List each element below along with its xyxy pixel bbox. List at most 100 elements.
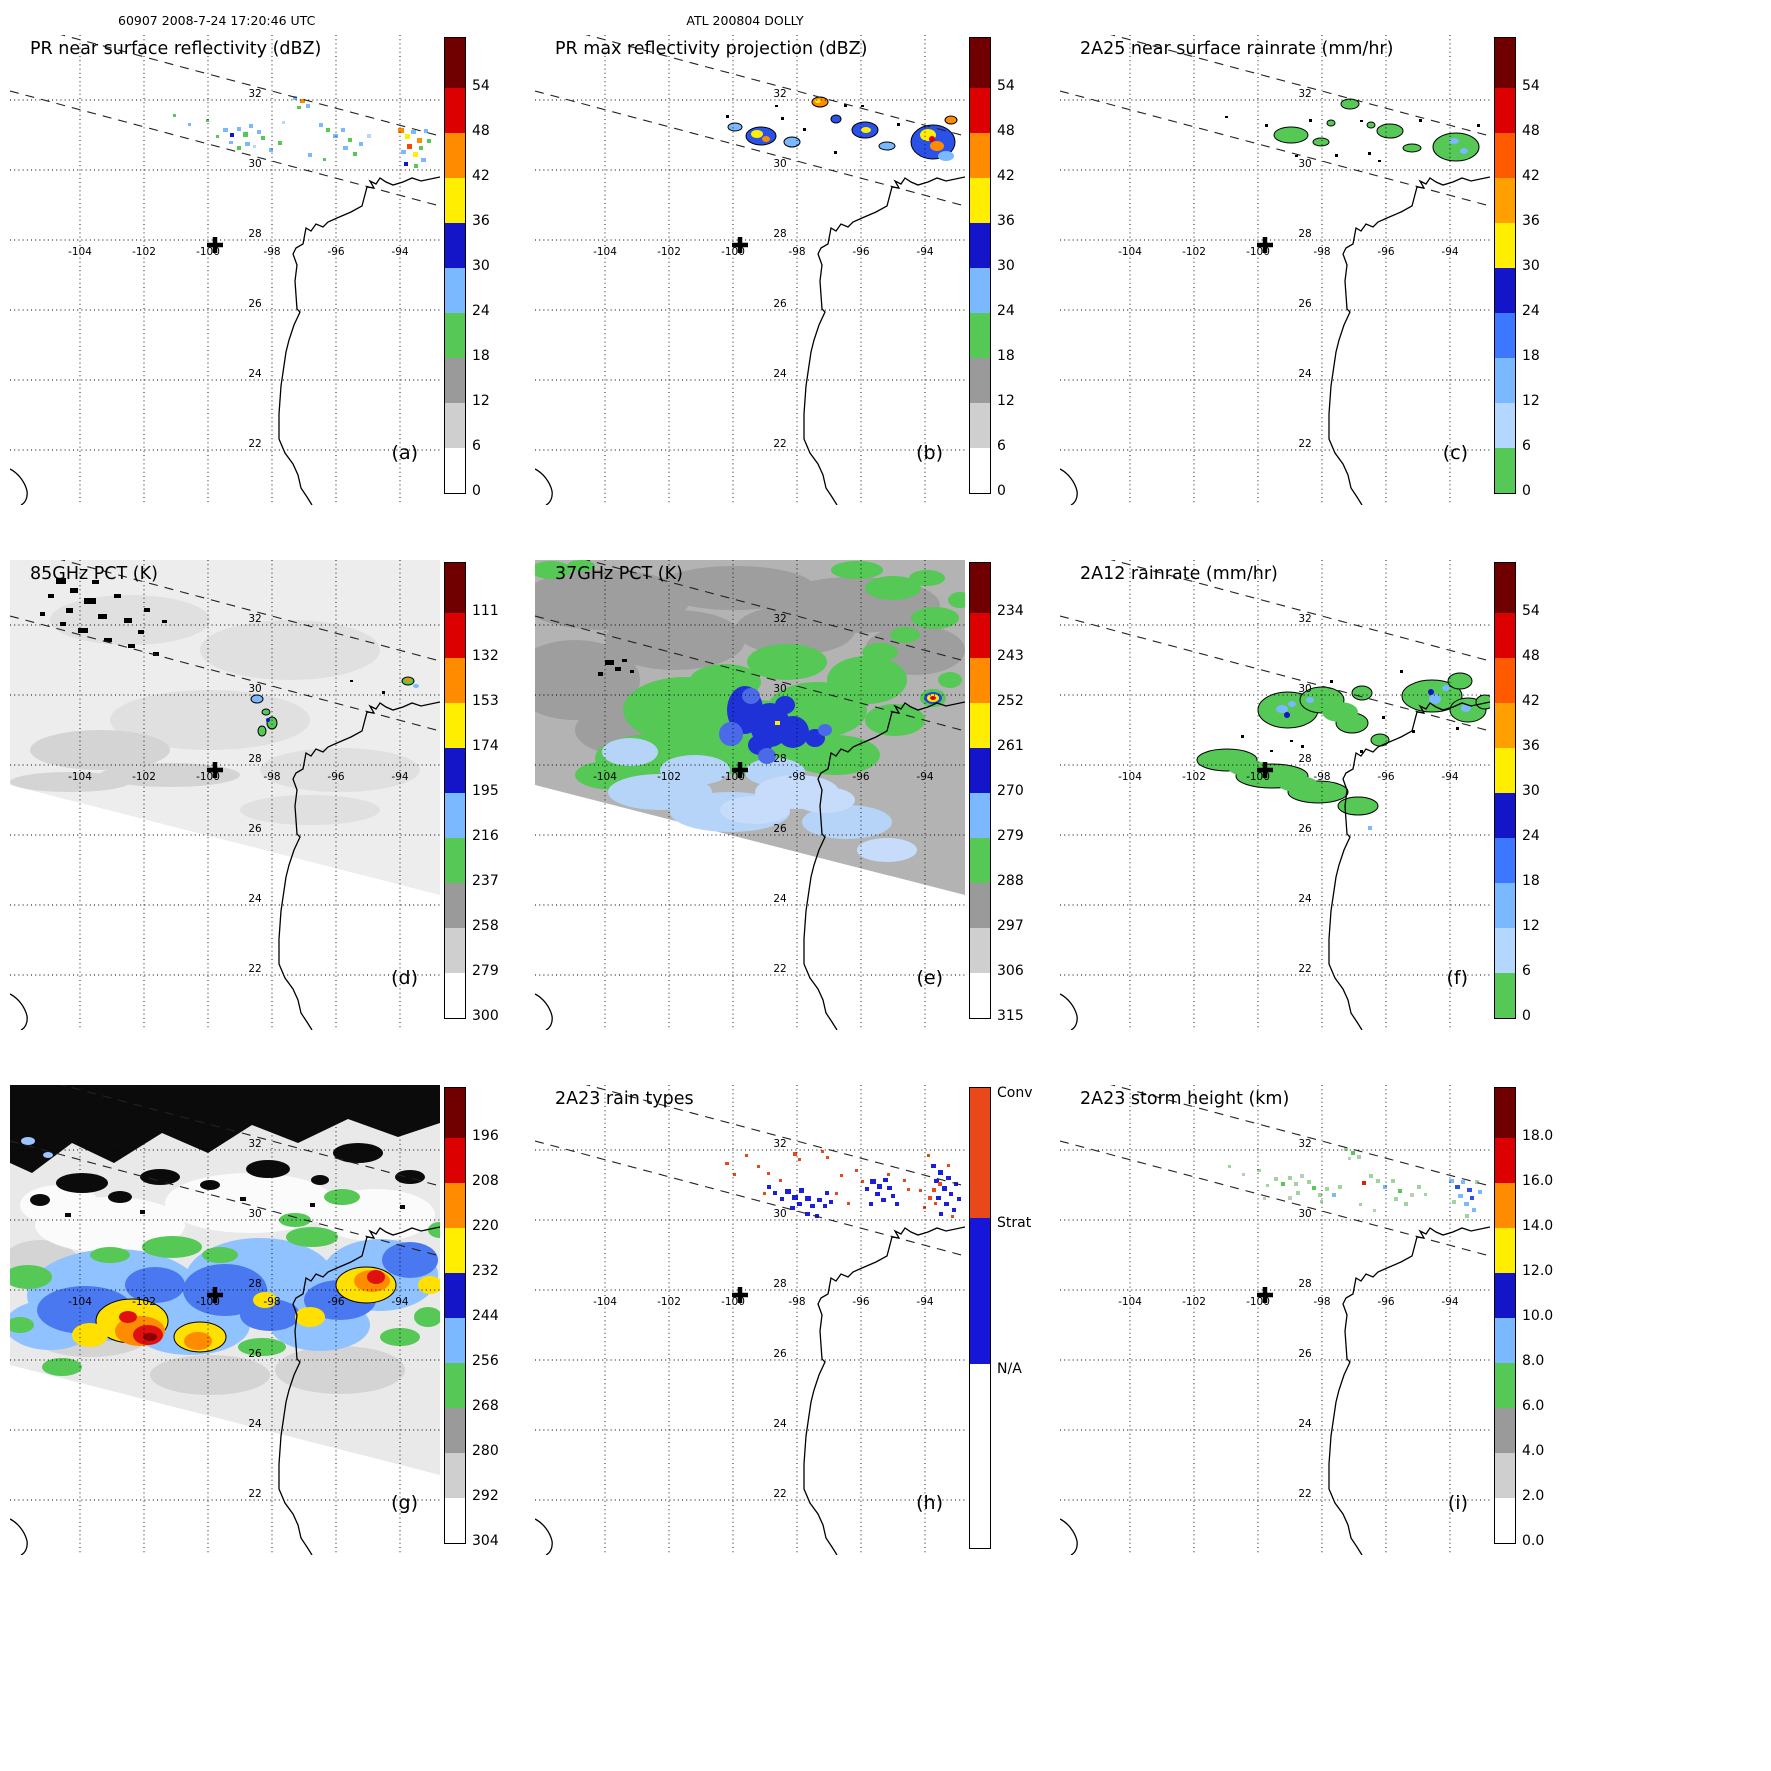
colorbar-tick-label: 30 <box>997 258 1015 274</box>
colorbar-tick-label: 42 <box>1522 168 1540 184</box>
coastline <box>803 701 965 1030</box>
colorbar-tick-label: 6 <box>1522 963 1531 979</box>
colorbar-tick-label: 0.0 <box>1522 1533 1545 1549</box>
colorbar-tick-label: 54 <box>997 78 1015 94</box>
lat-tick-label: 22 <box>248 438 261 450</box>
lon-tick-label: -94 <box>391 246 408 258</box>
lat-tick-label: 22 <box>1298 963 1311 975</box>
lon-tick-label: -102 <box>132 246 156 258</box>
lat-tick-label: 28 <box>773 1278 786 1290</box>
data-overlay <box>1228 1147 1482 1218</box>
coastline <box>278 1226 440 1555</box>
colorbar-tick-label: 300 <box>472 1008 499 1024</box>
colorbar-strip <box>444 562 466 1019</box>
colorbar-tick-label: 12.0 <box>1522 1263 1554 1279</box>
colorbar-tick-label: 111 <box>472 603 499 619</box>
lon-tick-label: -102 <box>657 771 681 783</box>
colorbar-tick-label: 153 <box>472 693 499 709</box>
panel-d-colorbar: 111 132 153 174 195 216 237 258 279 300 <box>444 562 530 1030</box>
panel-b-title: PR max reflectivity projection (dBZ) <box>555 39 868 59</box>
lon-tick-label: -102 <box>1182 246 1206 258</box>
coastline <box>1060 993 1078 1030</box>
panel-e-title: 37GHz PCT (K) <box>555 564 683 584</box>
colorbar-tick-label: 132 <box>472 648 499 664</box>
panel-h: 2A23 rain types -104 -102 -100 -98 -96 -94 32 30… <box>535 1085 1055 1557</box>
panel-g: -104 -102 -100 -98 -96 -94 32 30 28 26 24 22 (g) 196 2… <box>10 1085 530 1557</box>
storm-center-marker <box>732 762 748 778</box>
lon-tick-label: -98 <box>1313 771 1330 783</box>
lon-tick-label: -94 <box>916 246 933 258</box>
colorbar-tick-label: 42 <box>472 168 490 184</box>
lon-tick-label: -96 <box>852 771 869 783</box>
lon-tick-label: -94 <box>1441 1296 1458 1308</box>
colorbar-tick-label: 279 <box>997 828 1024 844</box>
colorbar-tick-label: 6 <box>1522 438 1531 454</box>
colorbar-tick-label: 48 <box>1522 123 1540 139</box>
lon-tick-label: -102 <box>132 1296 156 1308</box>
colorbar-tick-label: 0 <box>1522 483 1531 499</box>
panel-b: PR max reflectivity projection (dBZ) -104… <box>535 35 1055 507</box>
lon-tick-label: -104 <box>68 246 92 258</box>
panel-b-colorbar: 54 48 42 36 30 24 18 12 6 0 <box>969 37 1055 505</box>
lat-tick-label: 24 <box>248 368 262 380</box>
lat-tick-label: 22 <box>773 1488 786 1500</box>
lat-tick-label: 26 <box>1298 1348 1312 1360</box>
lat-tick-label: 22 <box>1298 1488 1311 1500</box>
colorbar-tick-label: 24 <box>1522 303 1540 319</box>
colorbar-tick-label: 18 <box>1522 348 1540 364</box>
lat-tick-label: 24 <box>773 368 787 380</box>
lat-tick-label: 32 <box>1298 613 1311 625</box>
lon-tick-label: -96 <box>1377 771 1394 783</box>
lon-tick-label: -104 <box>593 771 617 783</box>
colorbar-strip <box>969 562 991 1019</box>
colorbar-tick-label: 18 <box>997 348 1015 364</box>
colorbar-tick-label: 196 <box>472 1128 499 1144</box>
colorbar-tick-label: 6 <box>997 438 1006 454</box>
colorbar-tick-label: 42 <box>1522 693 1540 709</box>
lat-tick-label: 28 <box>773 228 786 240</box>
coastline <box>1060 468 1078 505</box>
lat-tick-label: 28 <box>248 228 261 240</box>
lat-tick-label: 26 <box>248 823 262 835</box>
panel-f-title: 2A12 rainrate (mm/hr) <box>1080 564 1278 584</box>
lat-tick-label: 30 <box>773 1208 786 1220</box>
colorbar-strip <box>1494 37 1516 494</box>
storm-center-marker <box>207 237 223 253</box>
lat-tick-label: 26 <box>248 1348 262 1360</box>
lat-tick-label: 32 <box>248 613 261 625</box>
colorbar-tick-label: 14.0 <box>1522 1218 1554 1234</box>
lon-tick-label: -104 <box>593 1296 617 1308</box>
colorbar-strip <box>969 37 991 494</box>
coastline <box>1328 701 1490 1030</box>
colorbar-tick-label: 252 <box>997 693 1024 709</box>
swath-edges <box>10 35 440 207</box>
colorbar-tick-label: 24 <box>472 303 490 319</box>
lat-tick-label: 26 <box>773 298 787 310</box>
colorbar-tick-label: 36 <box>472 213 490 229</box>
panel-c-colorbar: 54 48 42 36 30 24 18 12 6 0 <box>1494 37 1580 505</box>
lon-tick-label: -96 <box>1377 246 1394 258</box>
panel-i-colorbar: 18.0 16.0 14.0 12.0 10.0 8.0 6.0 4.0 2.0 0.0 <box>1494 1087 1580 1555</box>
colorbar-tick-label: 195 <box>472 783 499 799</box>
lat-tick-label: 30 <box>248 1208 261 1220</box>
data-overlay <box>10 1085 440 1395</box>
lon-tick-label: -104 <box>68 771 92 783</box>
lat-tick-label: 26 <box>1298 298 1312 310</box>
data-overlay <box>10 578 420 825</box>
swath-edges <box>1060 1085 1490 1257</box>
lat-tick-label: 26 <box>773 823 787 835</box>
lon-tick-label: -102 <box>1182 771 1206 783</box>
storm-center-marker <box>1257 1287 1273 1303</box>
lat-tick-label: 22 <box>773 438 786 450</box>
colorbar-tick-label: 30 <box>1522 258 1540 274</box>
colorbar-tick-label: 297 <box>997 918 1024 934</box>
lat-tick-label: 28 <box>248 1278 261 1290</box>
lon-tick-label: -104 <box>68 1296 92 1308</box>
figure-timestamp: 60907 2008-7-24 17:20:46 UTC <box>118 13 316 28</box>
colorbar-tick-label: 270 <box>997 783 1024 799</box>
